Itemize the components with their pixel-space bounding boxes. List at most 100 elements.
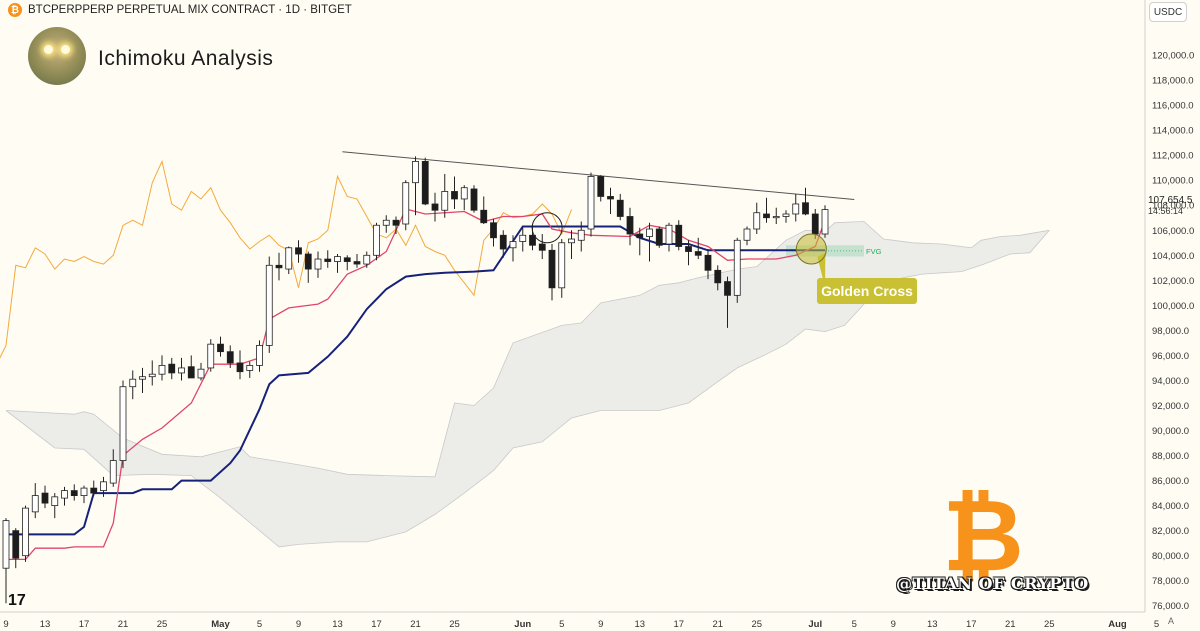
candle-down [626, 216, 634, 235]
tradingview-logo[interactable]: 17 [8, 592, 26, 609]
x-tick-label: 21 [712, 619, 723, 630]
candle-up [665, 224, 673, 245]
candle-up [733, 239, 741, 296]
candle-down [324, 258, 332, 262]
candle-up [441, 191, 449, 211]
candle-down [724, 281, 731, 296]
candle-up [577, 229, 585, 241]
candle-up [178, 367, 185, 374]
candle-down [480, 209, 488, 224]
cloud-fill [6, 221, 1050, 547]
x-tick-label: 13 [634, 619, 645, 630]
candle-up [2, 520, 10, 569]
candle-up [314, 258, 322, 270]
x-tick-label: 25 [157, 619, 168, 630]
x-tick-label: 9 [3, 619, 8, 630]
x-tick-label: 13 [927, 619, 938, 630]
candle-down [529, 234, 536, 246]
candle-up [782, 213, 790, 217]
candle-down [811, 213, 819, 235]
auto-scale-button[interactable]: A [1168, 616, 1175, 626]
y-tick-label: 112,000.0 [1152, 151, 1194, 162]
y-tick-label: 100,000.0 [1152, 301, 1194, 312]
candle-up [22, 507, 29, 557]
bar-countdown: 14:56:14 [1148, 206, 1184, 216]
candle-up [568, 238, 575, 244]
x-tick-label: Jul [808, 619, 822, 630]
candle-down [470, 188, 478, 211]
y-tick-label: 114,000.0 [1152, 126, 1194, 137]
y-tick-label: 76,000.0 [1152, 601, 1189, 612]
candle-down [636, 233, 644, 239]
x-tick-label: 21 [1005, 619, 1016, 630]
x-tick-label: May [211, 619, 230, 630]
symbol-header[interactable]: ₿ BTCPERPPERP PERPETUAL MIX CONTRACT · 1… [8, 3, 352, 17]
candle-down [217, 343, 224, 353]
x-tick-label: 25 [449, 619, 460, 630]
candle-up [100, 481, 107, 491]
current-price: 107,654.5 [1148, 195, 1193, 206]
candle-up [558, 242, 566, 289]
candle-down [655, 228, 663, 246]
y-tick-label: 82,000.0 [1152, 526, 1189, 537]
candle-up [821, 209, 829, 235]
y-tick-label: 94,000.0 [1152, 376, 1189, 387]
x-tick-label: 21 [118, 619, 129, 630]
golden-cross-label: Golden Cross [817, 278, 917, 304]
candle-up [460, 187, 468, 200]
candle-up [412, 161, 419, 184]
resistance-trendline [342, 151, 855, 201]
candle-up [207, 343, 215, 369]
y-tick-label: 116,000.0 [1152, 101, 1194, 112]
candle-up [80, 487, 88, 497]
y-tick-label: 104,000.0 [1152, 251, 1194, 262]
senkou-span-b [5, 230, 1050, 548]
x-tick-label: 21 [410, 619, 421, 630]
x-tick-label: 9 [891, 619, 896, 630]
y-tick-label: 106,000.0 [1152, 226, 1194, 237]
y-tick-label: 84,000.0 [1152, 501, 1189, 512]
candle-up [519, 234, 527, 242]
kijun-cross-circle [531, 212, 563, 244]
candle-up [51, 496, 59, 507]
candle-up [334, 256, 341, 262]
candle-down [304, 253, 312, 270]
candle-down [714, 269, 722, 284]
candle-down [275, 264, 283, 269]
y-tick-label: 80,000.0 [1152, 551, 1189, 562]
candle-down [490, 222, 497, 239]
candle-up [129, 378, 137, 388]
y-tick-label: 98,000.0 [1152, 326, 1189, 337]
golden-cross-marker [795, 233, 827, 265]
candle-down [421, 161, 429, 205]
x-tick-label: 17 [673, 619, 684, 630]
kijun-sen [6, 225, 825, 536]
candle-up [772, 216, 780, 219]
candlesticks [2, 156, 829, 604]
candle-down [802, 202, 809, 215]
candle-up [646, 228, 653, 237]
y-tick-label: 96,000.0 [1152, 351, 1189, 362]
y-tick-label: 102,000.0 [1152, 276, 1194, 287]
bitcoin-icon: ₿ [8, 3, 22, 17]
y-tick-label: 86,000.0 [1152, 476, 1189, 487]
x-tick-label: Jun [514, 619, 531, 630]
candle-down [548, 249, 556, 289]
ichimoku-cloud [5, 221, 1050, 548]
candle-down [499, 234, 507, 250]
candle-up [61, 490, 68, 499]
candle-up [246, 365, 254, 371]
symbol-line: BTCPERPPERP PERPETUAL MIX CONTRACT · 1D … [28, 4, 352, 16]
candle-down [763, 213, 770, 219]
currency-selector[interactable]: USDC [1149, 2, 1187, 22]
candle-up [148, 373, 156, 378]
candle-up [373, 224, 380, 256]
candle-down [685, 246, 692, 252]
candle-down [538, 243, 546, 251]
candle-down [431, 203, 439, 211]
candle-down [226, 351, 234, 364]
candle-down [90, 487, 98, 494]
y-tick-label: 90,000.0 [1152, 426, 1189, 437]
